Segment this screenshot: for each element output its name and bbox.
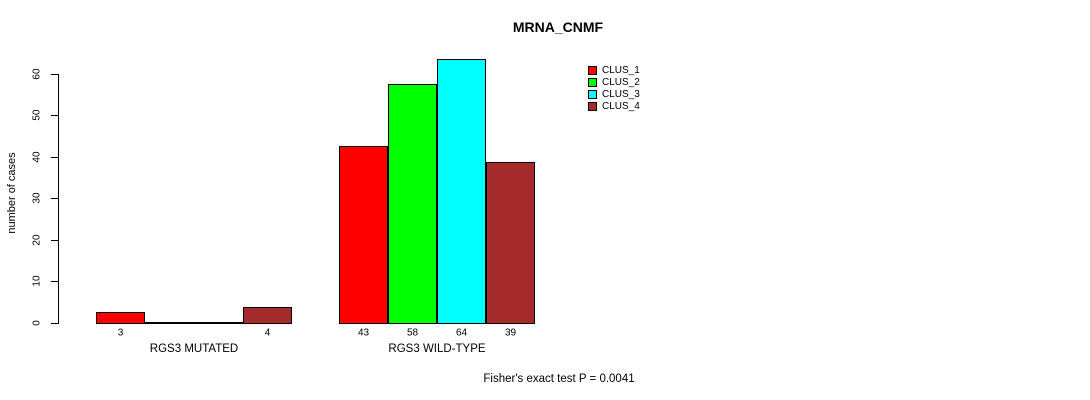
y-axis-label: number of cases [6, 152, 18, 234]
y-tick-label: 40 [31, 151, 43, 163]
y-tick-label: 30 [31, 192, 43, 204]
bar-value-label: 3 [117, 327, 124, 339]
annotation-text: Fisher's exact test P = 0.0041 [483, 373, 635, 385]
legend-label: CLUS_1 [602, 64, 640, 76]
y-tick-mark [51, 323, 58, 324]
bar-value-label: 64 [455, 327, 468, 339]
y-tick-label: 10 [31, 275, 43, 287]
legend-item-clus_4: CLUS_4 [588, 100, 640, 112]
y-tick-mark [51, 157, 58, 158]
legend-item-clus_3: CLUS_3 [588, 88, 640, 100]
legend-item-clus_2: CLUS_2 [588, 76, 640, 88]
bar-clus_1-2 [339, 146, 388, 324]
legend-color-swatch [588, 101, 597, 111]
zero-height-bar-clus_3 [194, 322, 243, 324]
y-tick-mark [51, 74, 58, 75]
legend-color-swatch [588, 77, 597, 87]
bar-value-label: 39 [504, 327, 517, 339]
bar-clus_4-2 [486, 162, 535, 324]
zero-height-bar-clus_2 [145, 322, 194, 324]
bar-value-label: 43 [357, 327, 370, 339]
y-tick-label: 60 [31, 68, 43, 80]
y-tick-label: 50 [31, 109, 43, 121]
legend-label: CLUS_3 [602, 88, 640, 100]
bar-value-label: 4 [264, 327, 271, 339]
y-tick-mark [51, 281, 58, 282]
legend: CLUS_1 CLUS_2 CLUS_3 CLUS_4 [588, 64, 640, 112]
y-tick-mark [51, 115, 58, 116]
legend-color-swatch [588, 65, 597, 75]
y-tick-label: 0 [31, 320, 43, 326]
legend-color-swatch [588, 89, 597, 99]
bar-clus_3-2 [437, 59, 486, 324]
legend-label: CLUS_2 [602, 76, 640, 88]
group-label: RGS3 MUTATED [149, 343, 239, 355]
legend-item-clus_1: CLUS_1 [588, 64, 640, 76]
y-axis-line [58, 74, 59, 324]
legend-label: CLUS_4 [602, 100, 640, 112]
bar-clus_2-2 [388, 84, 437, 324]
bar-value-label: 58 [406, 327, 419, 339]
group-label: RGS3 WILD-TYPE [388, 343, 486, 355]
y-tick-mark [51, 240, 58, 241]
bar-clus_4-1 [243, 307, 292, 324]
chart-title: MRNA_CNMF [512, 19, 604, 35]
bar-clus_1-1 [96, 312, 145, 324]
y-tick-label: 20 [31, 234, 43, 246]
y-tick-mark [51, 198, 58, 199]
